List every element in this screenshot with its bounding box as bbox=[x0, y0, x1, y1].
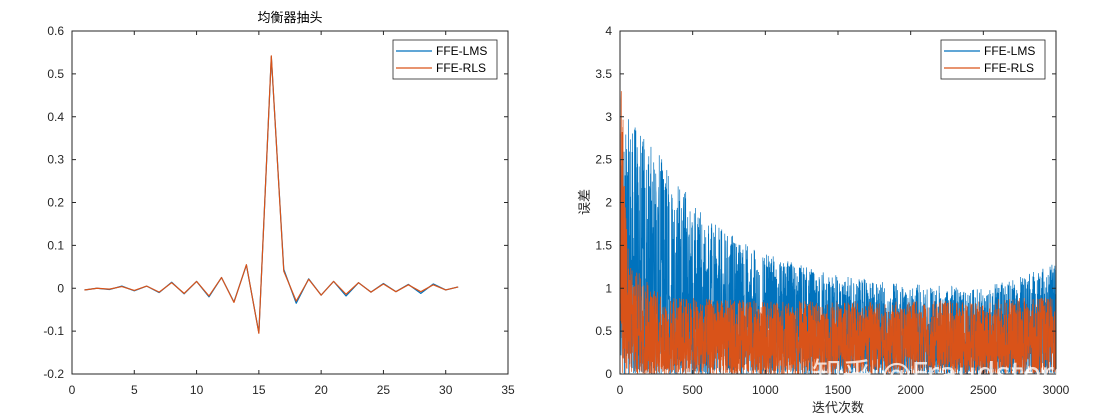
right-xtick-label: 500 bbox=[683, 383, 703, 397]
left-ytick-label: -0.1 bbox=[43, 324, 64, 338]
legend-box-right bbox=[940, 39, 1046, 80]
axes-box-left bbox=[71, 30, 509, 375]
right-ytick-label: 4 bbox=[605, 24, 612, 38]
right-ytick-label: 3 bbox=[605, 110, 612, 124]
right-xtick-label: 3000 bbox=[1043, 383, 1070, 397]
plot-area-left bbox=[72, 31, 508, 374]
left-xtick-label: 25 bbox=[377, 383, 391, 397]
right-ytick-label: 2.5 bbox=[595, 153, 612, 167]
right-ytick-label: 3.5 bbox=[595, 67, 612, 81]
right-xtick-label: 2000 bbox=[897, 383, 924, 397]
series-line-rls bbox=[84, 55, 459, 334]
legend-label-lms: FFE-LMS bbox=[436, 44, 487, 58]
legend-label-lms-right: FFE-LMS bbox=[984, 44, 1035, 58]
right-xtick-label: 2500 bbox=[970, 383, 997, 397]
left-ytick-label: 0.5 bbox=[47, 67, 64, 81]
watermark: 知乎 @Fraudsters bbox=[812, 357, 1069, 392]
series-lines-left bbox=[84, 55, 459, 334]
xlabel-right: 迭代次数 bbox=[812, 400, 864, 416]
right-xtick-label: 1500 bbox=[825, 383, 852, 397]
right-ytick-label: 0 bbox=[605, 367, 612, 381]
left-xtick-label: 15 bbox=[252, 383, 266, 397]
legend-label-rls: FFE-RLS bbox=[436, 61, 486, 75]
left-xtick-label: 10 bbox=[190, 383, 204, 397]
left-xtick-label: 20 bbox=[314, 383, 328, 397]
left-xtick-label: 0 bbox=[69, 383, 76, 397]
legend-box-left bbox=[392, 39, 498, 80]
ticks-left: 0 5 10 15 20 25 30 35 -0.2 -0.1 0 0.1 0.2 0.3 0.4 0.5 0.… bbox=[43, 24, 515, 397]
title-left: 均衡器抽头 bbox=[257, 11, 322, 26]
right-xtick-label: 1000 bbox=[752, 383, 779, 397]
error-chart: 0 500 1000 1500 2000 2500 3000 0 0.5 1 1.5 2 2.5 3 3.5… bbox=[578, 24, 1070, 416]
right-ytick-label: 2 bbox=[605, 196, 612, 210]
right-ytick-label: 1.5 bbox=[595, 238, 612, 252]
legend-left: FFE-LMS FFE-RLS bbox=[392, 39, 498, 80]
axes-box-right bbox=[619, 30, 1057, 375]
left-xtick-label: 30 bbox=[439, 383, 453, 397]
left-ytick-label: 0.2 bbox=[47, 196, 64, 210]
legend-label-rls-right: FFE-RLS bbox=[984, 61, 1034, 75]
left-xtick-label: 5 bbox=[131, 383, 138, 397]
legend-right: FFE-LMS FFE-RLS bbox=[940, 39, 1046, 80]
left-ytick-label: 0.1 bbox=[47, 238, 64, 252]
left-ytick-label: 0.3 bbox=[47, 153, 64, 167]
right-ytick-label: 1 bbox=[605, 281, 612, 295]
left-ytick-label: 0.6 bbox=[47, 24, 64, 38]
right-ytick-label: 0.5 bbox=[595, 324, 612, 338]
tap-chart: 均衡器抽头 0 5 10 15 20 25 30 35 -0.2 -0.1 0 0.1 0.2 0.3 0.… bbox=[43, 11, 515, 397]
left-ytick-label: -0.2 bbox=[43, 367, 64, 381]
left-xtick-label: 35 bbox=[501, 383, 515, 397]
ylabel-right: 误差 bbox=[578, 189, 593, 215]
right-xtick-label: 0 bbox=[617, 383, 624, 397]
left-ytick-label: 0.4 bbox=[47, 110, 64, 124]
left-ytick-label: 0 bbox=[57, 281, 64, 295]
